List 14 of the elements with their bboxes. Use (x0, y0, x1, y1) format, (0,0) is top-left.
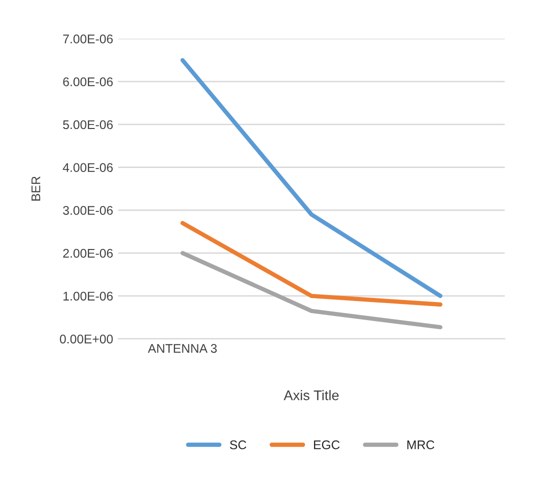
legend-label: MRC (407, 440, 434, 450)
y-tick-label: 1.00E-06 (64, 292, 113, 301)
y-tick-label: 2.00E-06 (63, 248, 113, 258)
x-tick-label: ANTENNA 3 (148, 344, 217, 353)
y-tick-label: 0.00E+00 (60, 334, 113, 344)
y-tick-label: 5.00E-06 (63, 120, 113, 130)
y-axis-title: BER (32, 176, 40, 201)
x-axis-title: Axis Title (284, 390, 339, 400)
y-tick-label: 4.00E-06 (62, 163, 113, 172)
y-tick-label: 6.00E-06 (63, 77, 113, 86)
y-tick-label: 3.00E-06 (63, 206, 113, 215)
legend-label: SC (230, 440, 246, 450)
y-tick-label: 7.00E-06 (63, 34, 113, 44)
legend-label: EGC (314, 440, 340, 450)
